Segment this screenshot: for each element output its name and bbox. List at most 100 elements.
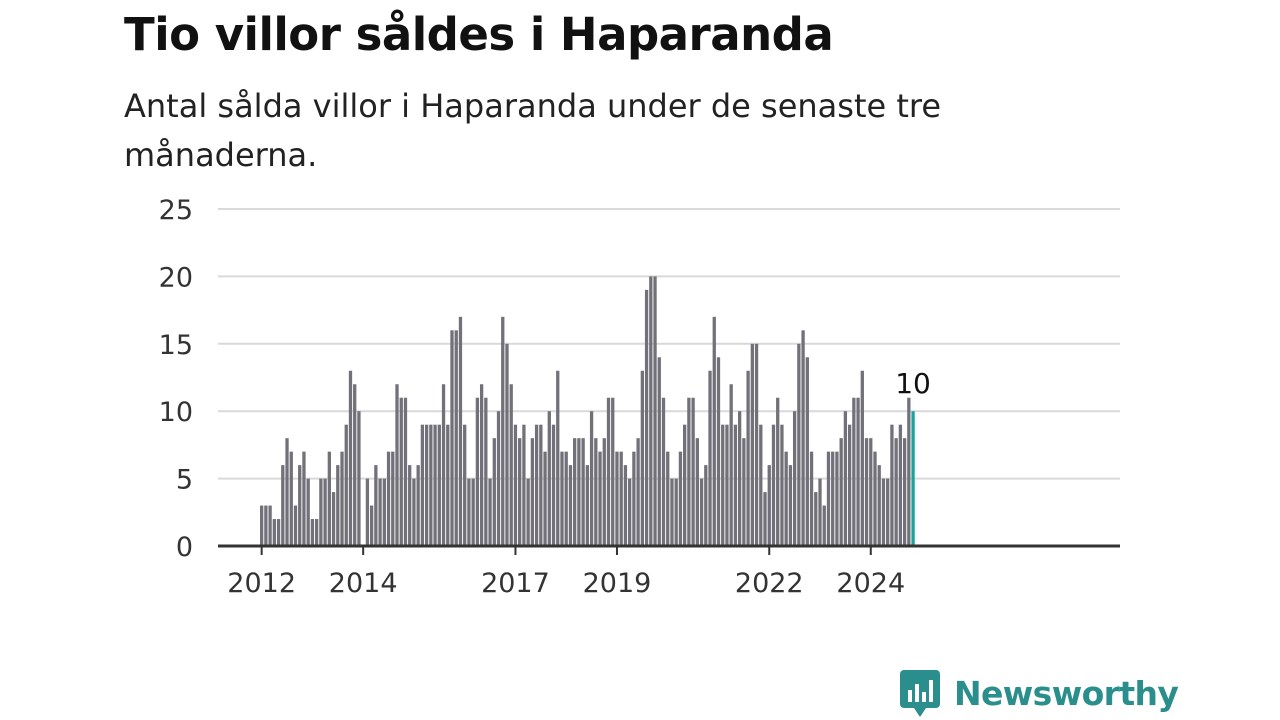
bar (450, 330, 454, 546)
bar (898, 424, 903, 546)
bar (678, 451, 683, 546)
bar (683, 424, 687, 546)
bar (441, 384, 446, 546)
bar (699, 478, 704, 546)
bar (725, 424, 729, 546)
bar (822, 505, 826, 546)
bar (391, 451, 395, 546)
y-axis-ticks: 0 5 10 15 20 25 (159, 195, 193, 563)
y-tick-label: 25 (159, 195, 193, 226)
highlight-value-label: 10 (895, 367, 931, 400)
bar (518, 438, 522, 546)
x-tick-label: 2012 (227, 568, 296, 599)
bar (319, 478, 323, 546)
bar (314, 519, 319, 546)
bar (708, 370, 712, 546)
bar (594, 438, 598, 546)
bar (801, 330, 805, 546)
bar (733, 424, 738, 546)
bar (416, 465, 420, 546)
bar (767, 465, 771, 546)
bar (818, 478, 822, 546)
bar (894, 438, 898, 546)
newsworthy-logo: Newsworthy (900, 670, 1179, 718)
bar (298, 465, 302, 546)
bar (890, 424, 894, 546)
bar (285, 438, 289, 546)
bar (501, 316, 505, 546)
bar (467, 478, 471, 546)
bar (881, 478, 886, 546)
bar (289, 451, 293, 546)
y-tick-label: 20 (159, 262, 193, 293)
bar (454, 330, 458, 546)
bar (509, 384, 513, 546)
x-axis-ticks: 2012 2014 2017 2019 2022 2024 (227, 546, 905, 599)
bar (649, 276, 653, 546)
bar (843, 411, 848, 546)
bar (568, 465, 573, 546)
bar (534, 424, 539, 546)
bar (412, 478, 416, 546)
bar (704, 465, 708, 546)
chart-title: Tio villor såldes i Haparanda (124, 8, 834, 61)
bar (340, 451, 344, 546)
bar (403, 397, 408, 546)
bar (615, 451, 619, 546)
bar (869, 438, 873, 546)
bar (433, 424, 437, 546)
bar (446, 424, 450, 546)
bars (260, 276, 915, 546)
x-tick-label: 2017 (481, 568, 550, 599)
y-tick-label: 5 (176, 465, 193, 496)
newsworthy-logo-text: Newsworthy (954, 674, 1179, 713)
bar (556, 370, 560, 546)
bar (260, 505, 264, 546)
bar (293, 505, 298, 546)
bar (754, 343, 759, 546)
bar (721, 424, 725, 546)
bar (327, 451, 331, 546)
bar (606, 397, 611, 546)
bar (492, 438, 496, 546)
x-tick-label: 2022 (735, 568, 804, 599)
bar (691, 397, 695, 546)
bar (852, 397, 856, 546)
bar (623, 465, 628, 546)
bar (479, 384, 484, 546)
bar (737, 411, 742, 546)
bar (331, 492, 336, 546)
bar (826, 451, 831, 546)
bar (522, 424, 526, 546)
bar (835, 451, 839, 546)
bar (264, 505, 268, 546)
bar (386, 451, 391, 546)
gridlines (218, 208, 1120, 480)
bar (281, 465, 285, 546)
bar (513, 424, 518, 546)
bar (809, 451, 814, 546)
bar (780, 424, 784, 546)
bar (602, 438, 606, 546)
bar (902, 438, 907, 546)
x-tick-label: 2019 (583, 568, 652, 599)
bar (670, 478, 674, 546)
bar (306, 478, 310, 546)
bar (488, 478, 492, 546)
bar (873, 451, 877, 546)
bar (661, 397, 666, 546)
bar (695, 438, 699, 546)
bar (420, 424, 425, 546)
bar (357, 411, 361, 546)
bar (458, 316, 463, 546)
bar (573, 438, 577, 546)
bar (463, 424, 467, 546)
bar (374, 465, 378, 546)
bar (831, 451, 835, 546)
bar (429, 424, 433, 546)
bar (276, 519, 281, 546)
bar (543, 451, 547, 546)
bar (763, 492, 767, 546)
bar (475, 397, 480, 546)
bar (539, 424, 543, 546)
